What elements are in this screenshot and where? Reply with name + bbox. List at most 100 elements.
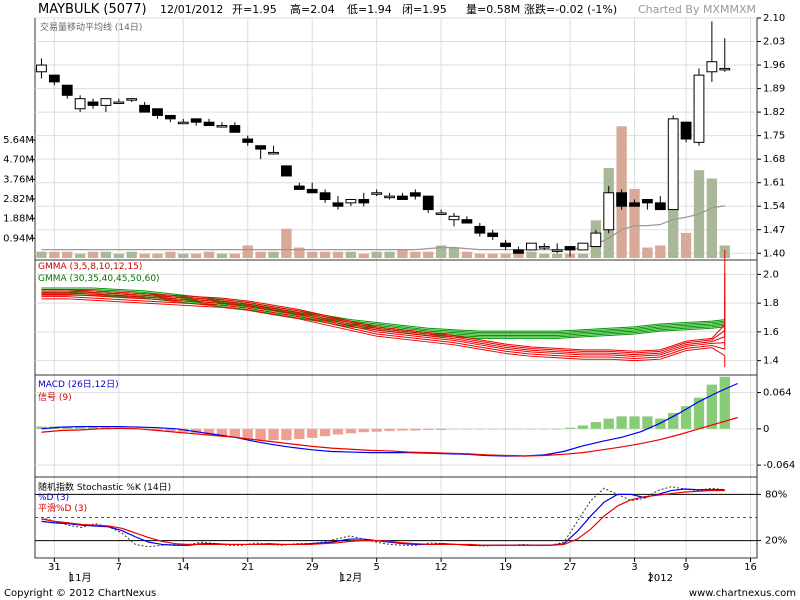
- gmma-panel: 2.0 1.8 1.6 1.4: [34, 249, 779, 376]
- volume-bar: [36, 251, 47, 258]
- x-tick-label: 19: [499, 562, 512, 573]
- volume-bar: [332, 251, 344, 258]
- y-tick-label: 2.03: [763, 37, 785, 48]
- macd-histogram-bar: [526, 428, 537, 430]
- watermark: Charted By MXMMXM: [638, 3, 756, 16]
- volume-tick-label: 2.82M: [3, 194, 34, 205]
- candle-body: [409, 192, 421, 197]
- volume-bar: [500, 253, 511, 258]
- candle-body: [590, 232, 602, 248]
- volume-bar: [461, 251, 473, 258]
- macd-legend: MACD (26日,12日): [38, 379, 119, 390]
- candle-body: [667, 118, 679, 211]
- candle-body: [461, 219, 473, 224]
- candle-body: [654, 202, 666, 211]
- candle-body: [525, 242, 537, 251]
- candle-body: [306, 188, 318, 194]
- volume-bar: [448, 247, 460, 258]
- close-label: 闭=1.95: [402, 3, 447, 16]
- y-tick-label: 1.40: [763, 248, 785, 259]
- gmma-short-line: [41, 249, 726, 352]
- copyright-text: Copyright © 2012 ChartNexus: [4, 588, 156, 599]
- volume-bar: [539, 253, 550, 258]
- macd-histogram-bar: [435, 428, 447, 430]
- macd-histogram-bar: [332, 428, 344, 435]
- macd-histogram-bar: [423, 428, 434, 430]
- gmma-short-line: [41, 292, 726, 356]
- volume-bar: [319, 251, 331, 258]
- macd-histogram-bar: [474, 428, 485, 430]
- candle-body: [100, 98, 112, 106]
- candle-body: [397, 195, 408, 200]
- gmma-short-line: [41, 296, 726, 359]
- macd-histogram-bar: [487, 428, 498, 430]
- macd-histogram-bar: [680, 406, 692, 429]
- candle-body: [113, 101, 125, 105]
- candle-body: [371, 192, 383, 195]
- y-tick-label: 1.4: [763, 356, 779, 367]
- volume-bar: [410, 251, 421, 258]
- symbol-title: MAYBULK (5077): [38, 2, 147, 17]
- volume-tick-label: 1.88M: [3, 214, 34, 225]
- volume-bar: [281, 228, 292, 258]
- volume-bar: [345, 251, 357, 258]
- candle-body: [513, 249, 524, 254]
- y-tick-label: 1.61: [763, 178, 785, 189]
- y-tick-label: 1.54: [763, 201, 785, 212]
- volume-bar: [526, 251, 537, 258]
- stochastic-panel: 80% 20%: [34, 476, 787, 559]
- candle-body: [500, 242, 511, 248]
- y-tick-label: 20%: [765, 536, 787, 547]
- volume-tick-label: 4.70M: [3, 155, 34, 166]
- macd-histogram-bar: [152, 428, 163, 430]
- macd-histogram-bar: [629, 416, 640, 429]
- macd-histogram-bar: [616, 416, 627, 429]
- candle-body: [474, 225, 486, 234]
- volume-tick-label: 0.94M: [3, 233, 34, 244]
- volume-bar: [513, 253, 524, 258]
- macd-histogram-bar: [642, 416, 653, 429]
- macd-histogram-bar: [397, 428, 408, 431]
- candle-body: [487, 232, 499, 237]
- signal-legend: 信号 (9): [38, 391, 72, 403]
- gmma-long-line: [41, 290, 725, 335]
- stoch-smooth-d-legend: 平滑%D (3): [38, 503, 87, 514]
- x-tick-label: 29: [306, 562, 319, 573]
- volume-bar: [268, 251, 279, 258]
- signal-line: [41, 416, 738, 457]
- volume-bar: [139, 253, 150, 258]
- volume-bar: [49, 251, 60, 258]
- volume-bar: [100, 251, 112, 258]
- candle-body: [74, 98, 86, 110]
- volume-bar: [435, 245, 447, 258]
- macd-histogram-bar: [229, 428, 240, 438]
- macd-histogram-bar: [500, 428, 511, 430]
- volume-bar: [307, 251, 318, 258]
- x-tick-label: 9: [683, 562, 689, 573]
- y-tick-label: 2.0: [763, 269, 779, 280]
- x-tick-label: 3: [631, 562, 637, 573]
- stoch-k-line: [41, 486, 725, 548]
- candle-body: [61, 84, 73, 96]
- x-tick-label: 5: [373, 562, 379, 573]
- candle-body: [281, 165, 292, 177]
- volume-bar: [577, 253, 589, 258]
- candle-body: [384, 195, 395, 199]
- volume-bar: [126, 251, 137, 258]
- macd-histogram-bar: [345, 428, 357, 434]
- candle-body: [577, 242, 589, 251]
- candle-body: [87, 101, 99, 106]
- macd-histogram-bar: [371, 428, 382, 432]
- macd-histogram-bar: [603, 418, 614, 429]
- candle-body: [177, 121, 189, 125]
- macd-histogram-bar: [255, 428, 266, 441]
- month-label: 12月: [340, 572, 363, 584]
- website-link[interactable]: www.chartnexus.com: [689, 588, 796, 599]
- month-label: 2012: [648, 573, 673, 584]
- macd-histogram-bar: [203, 428, 215, 435]
- volume-bar: [358, 253, 369, 258]
- y-tick-label: 1.96: [763, 60, 785, 71]
- macd-histogram-bar: [307, 428, 318, 438]
- price-volume-panel: 2.10 2.03 1.96 1.89 1.82 1.75 1.68 1.61 1.54 1.47…: [3, 13, 785, 261]
